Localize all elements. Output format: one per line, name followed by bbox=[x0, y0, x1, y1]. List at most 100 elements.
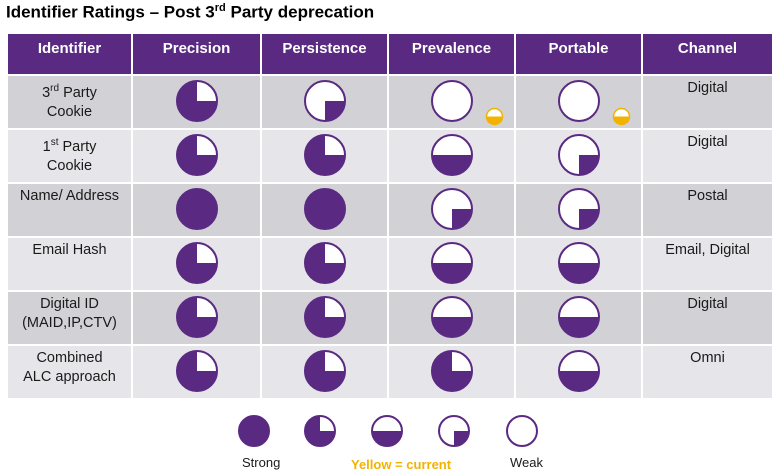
legend-weak-label: Weak bbox=[510, 455, 543, 470]
legend-full-icon bbox=[238, 415, 270, 447]
portable-cell bbox=[514, 128, 643, 184]
legend-item bbox=[237, 414, 271, 453]
precision-rating-icon bbox=[175, 188, 218, 230]
table-row: Combined ALC approach Omni bbox=[6, 344, 774, 400]
precision-cell bbox=[131, 128, 262, 184]
header-portable: Portable bbox=[514, 32, 643, 76]
channel-cell: Omni bbox=[641, 344, 774, 400]
prevalence-cell bbox=[387, 182, 516, 238]
portable-rating-icon bbox=[557, 80, 600, 122]
prevalence-cell bbox=[387, 128, 516, 184]
prevalence-rating-icon bbox=[430, 134, 473, 176]
table-row: 1st Party Cookie Digital bbox=[6, 128, 774, 184]
prevalence-rating-icon bbox=[430, 188, 473, 230]
identifier-line1: Name/ Address bbox=[19, 188, 120, 204]
channel-cell: Digital bbox=[641, 290, 774, 346]
legend-quarter-icon bbox=[438, 415, 470, 447]
identifier-cell: 3rd Party Cookie bbox=[6, 74, 133, 130]
precision-rating-icon bbox=[175, 80, 218, 122]
persistence-cell bbox=[260, 74, 389, 130]
portable-cell bbox=[514, 344, 643, 400]
channel-cell: Digital bbox=[641, 74, 774, 130]
precision-rating-icon bbox=[175, 134, 218, 176]
precision-cell bbox=[131, 290, 262, 346]
persistence-rating-icon bbox=[303, 188, 346, 230]
prevalence-current-rating-icon bbox=[485, 107, 504, 126]
precision-cell bbox=[131, 182, 262, 238]
identifier-cell: Digital ID (MAID,IP,CTV) bbox=[6, 290, 133, 346]
persistence-rating-icon bbox=[303, 134, 346, 176]
legend-item bbox=[437, 414, 471, 453]
persistence-rating-icon bbox=[303, 296, 346, 338]
precision-cell bbox=[131, 236, 262, 292]
identifier-line2: ALC approach bbox=[23, 369, 116, 385]
identifier-line1: 1st Party bbox=[42, 137, 97, 155]
prevalence-rating-icon bbox=[430, 296, 473, 338]
persistence-cell bbox=[260, 290, 389, 346]
header-prevalence: Prevalence bbox=[387, 32, 516, 76]
legend-empty-icon bbox=[506, 415, 538, 447]
portable-current-rating-icon bbox=[612, 107, 631, 126]
legend bbox=[0, 400, 777, 475]
precision-rating-icon bbox=[175, 242, 218, 284]
identifier-line1: Digital ID bbox=[40, 296, 99, 312]
persistence-cell bbox=[260, 236, 389, 292]
prevalence-rating-icon bbox=[430, 242, 473, 284]
prevalence-cell bbox=[387, 344, 516, 400]
header-precision: Precision bbox=[131, 32, 262, 76]
precision-cell bbox=[131, 74, 262, 130]
header-row: Identifier Precision Persistence Prevale… bbox=[6, 32, 774, 76]
legend-three-quarter-icon bbox=[304, 415, 336, 447]
header-channel: Channel bbox=[641, 32, 774, 76]
persistence-cell bbox=[260, 128, 389, 184]
prevalence-rating-icon bbox=[430, 80, 473, 122]
persistence-rating-icon bbox=[303, 350, 346, 392]
persistence-cell bbox=[260, 344, 389, 400]
table-row: Name/ Address Postal bbox=[6, 182, 774, 238]
persistence-cell bbox=[260, 182, 389, 238]
identifier-cell: Name/ Address bbox=[6, 182, 133, 238]
identifier-line1: Email Hash bbox=[32, 242, 107, 258]
legend-item bbox=[303, 414, 337, 453]
persistence-rating-icon bbox=[303, 242, 346, 284]
legend-item bbox=[370, 414, 404, 453]
channel-cell: Digital bbox=[641, 128, 774, 184]
legend-current-note: Yellow = current bbox=[351, 457, 452, 472]
identifier-line1: 3rd Party bbox=[42, 83, 97, 101]
precision-rating-icon bbox=[175, 296, 218, 338]
prevalence-rating-icon bbox=[430, 350, 473, 392]
portable-cell bbox=[514, 74, 643, 130]
table-row: Digital ID (MAID,IP,CTV) Digital bbox=[6, 290, 774, 346]
page-title: Identifier Ratings – Post 3rd Party depr… bbox=[6, 2, 375, 22]
legend-half-icon bbox=[371, 415, 403, 447]
ratings-table: Identifier Precision Persistence Prevale… bbox=[6, 32, 774, 400]
portable-rating-icon bbox=[557, 134, 600, 176]
portable-cell bbox=[514, 236, 643, 292]
prevalence-cell bbox=[387, 74, 516, 130]
identifier-line2: (MAID,IP,CTV) bbox=[22, 315, 117, 331]
portable-rating-icon bbox=[557, 242, 600, 284]
channel-cell: Postal bbox=[641, 182, 774, 238]
portable-rating-icon bbox=[557, 296, 600, 338]
precision-rating-icon bbox=[175, 350, 218, 392]
table-row: 3rd Party Cookie Digital bbox=[6, 74, 774, 130]
portable-cell bbox=[514, 182, 643, 238]
header-identifier: Identifier bbox=[6, 32, 133, 76]
identifier-line1: Combined bbox=[36, 350, 103, 366]
identifier-cell: 1st Party Cookie bbox=[6, 128, 133, 184]
channel-cell: Email, Digital bbox=[641, 236, 774, 292]
prevalence-cell bbox=[387, 290, 516, 346]
legend-item bbox=[505, 414, 539, 453]
identifier-cell: Email Hash bbox=[6, 236, 133, 292]
legend-strong-label: Strong bbox=[242, 455, 281, 470]
prevalence-cell bbox=[387, 236, 516, 292]
portable-rating-icon bbox=[557, 188, 600, 230]
table-row: Email Hash Email, Digital bbox=[6, 236, 774, 292]
identifier-line2: Cookie bbox=[46, 103, 93, 120]
persistence-rating-icon bbox=[303, 80, 346, 122]
portable-rating-icon bbox=[557, 350, 600, 392]
identifier-cell: Combined ALC approach bbox=[6, 344, 133, 400]
precision-cell bbox=[131, 344, 262, 400]
header-persistence: Persistence bbox=[260, 32, 389, 76]
portable-cell bbox=[514, 290, 643, 346]
